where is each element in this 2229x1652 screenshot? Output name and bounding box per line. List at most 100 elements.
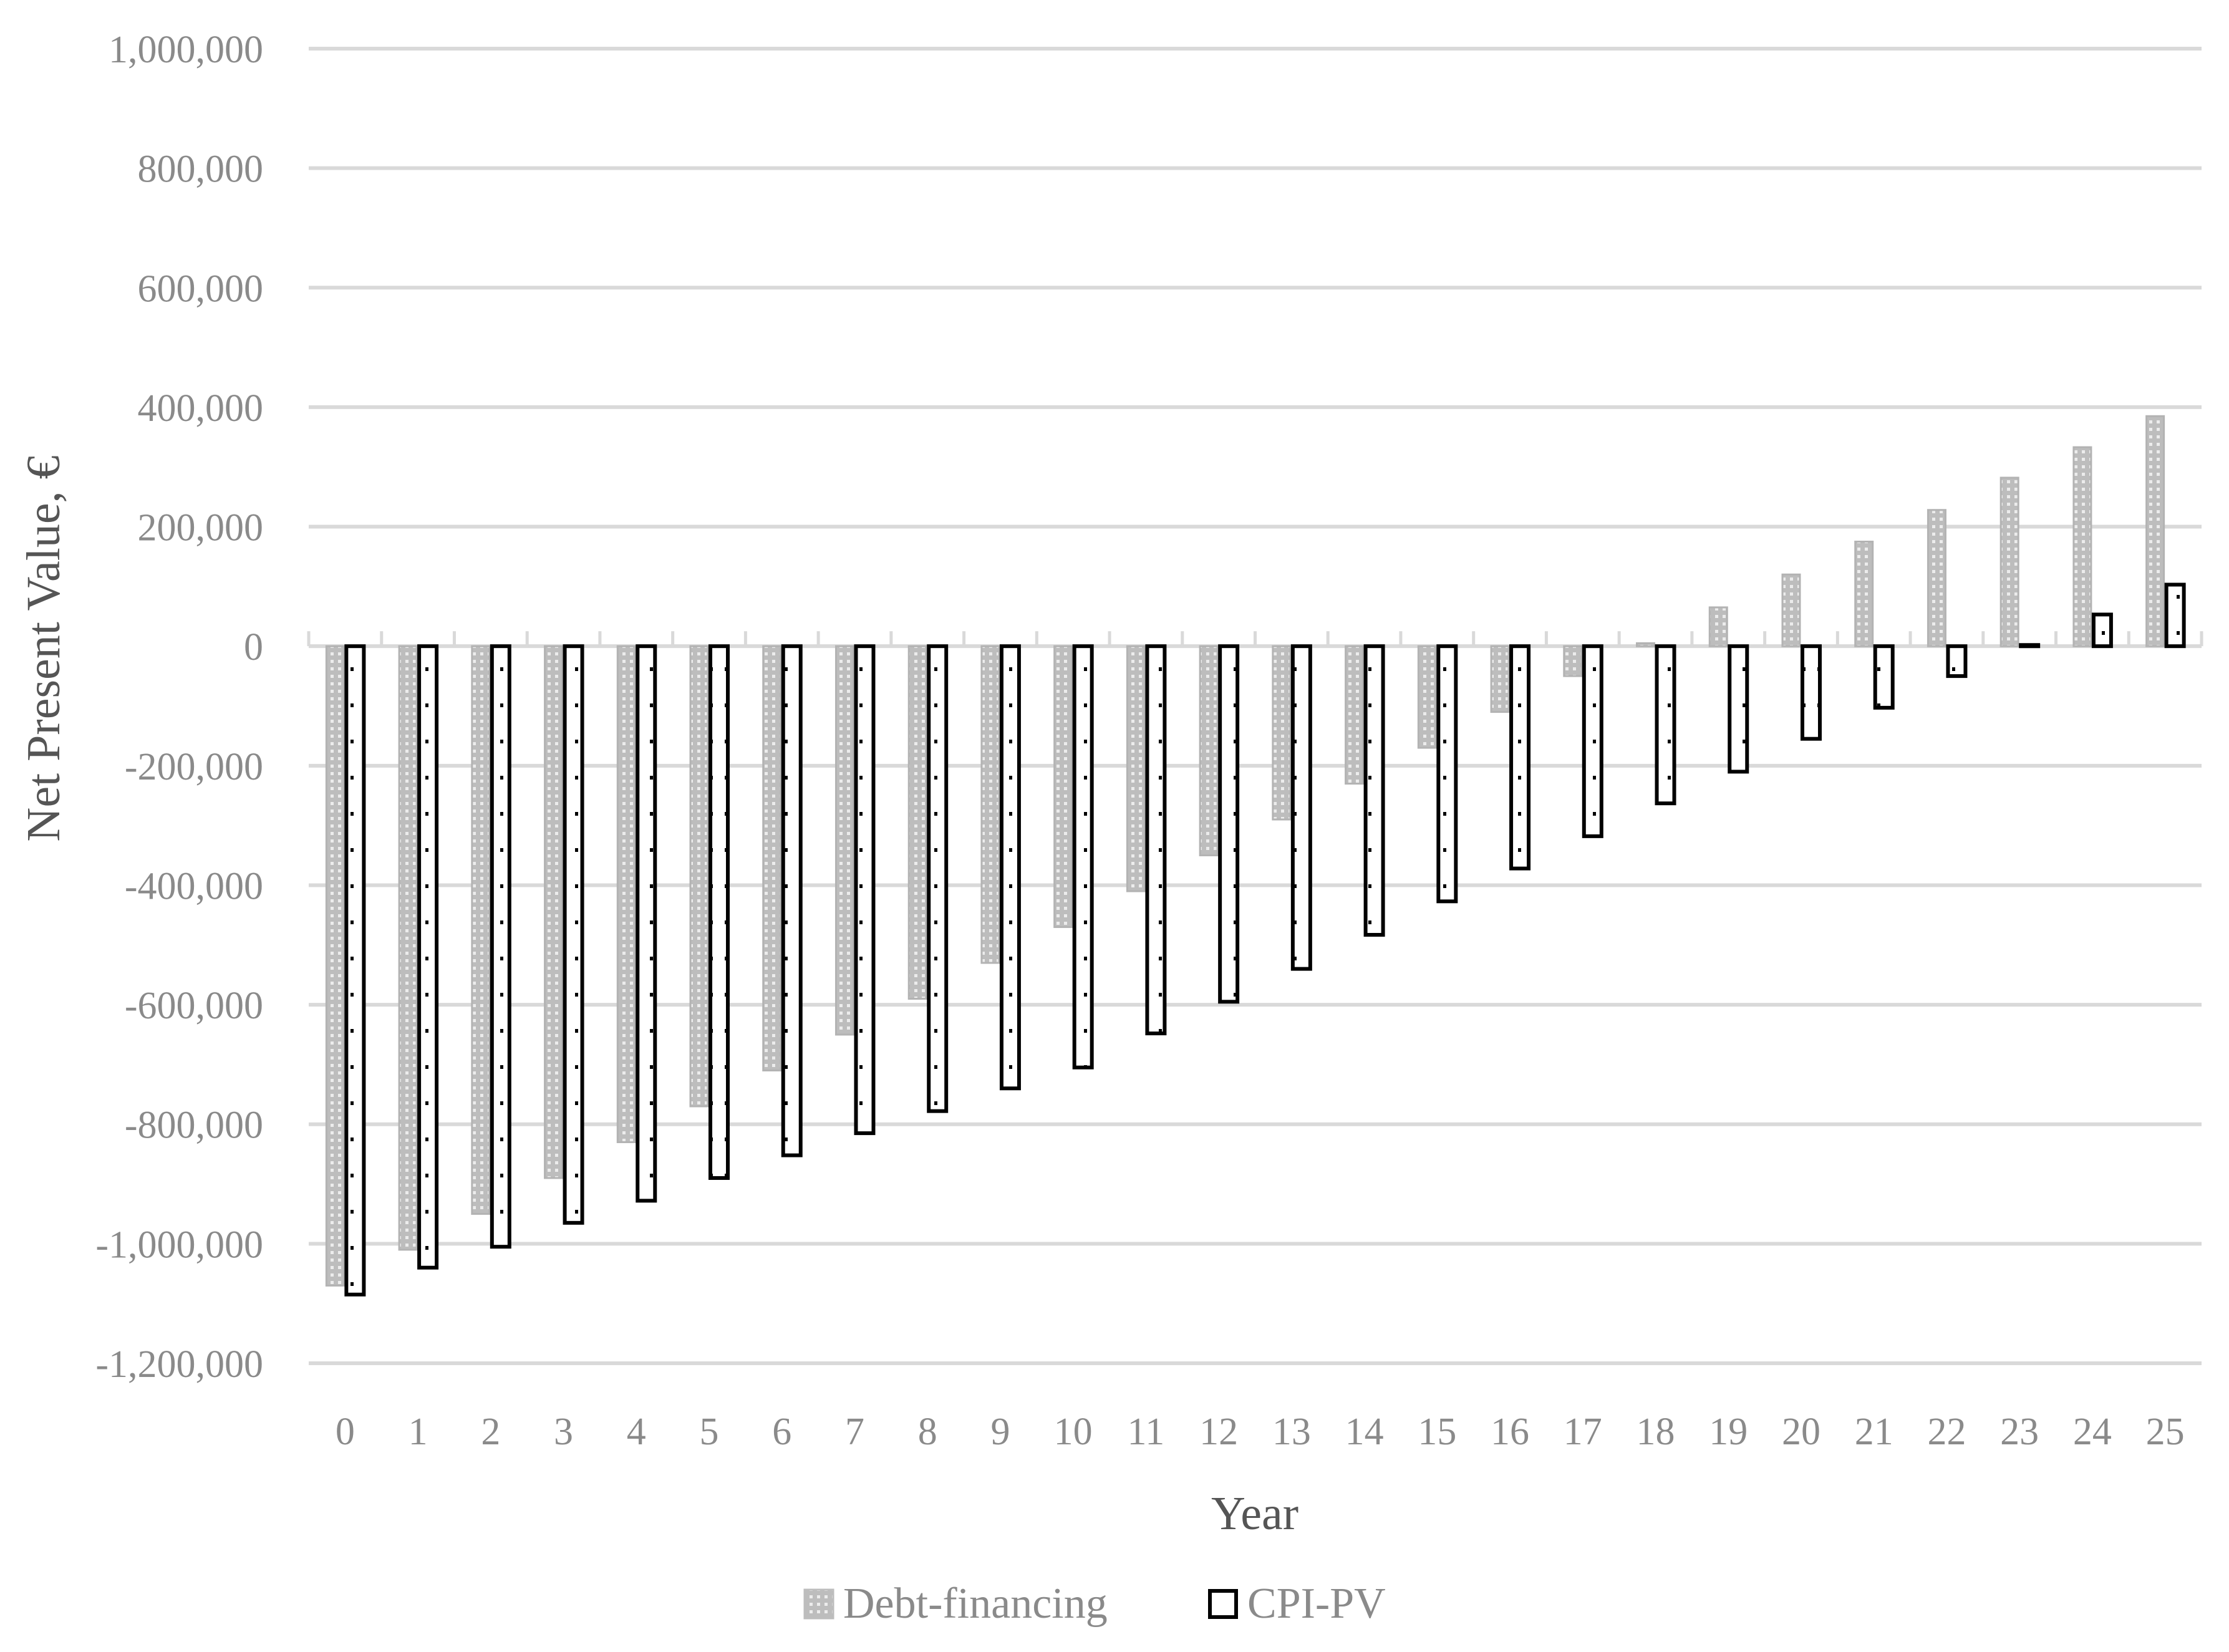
gridlines xyxy=(307,47,2203,1365)
x-tick-label: 2 xyxy=(481,1411,500,1453)
x-tick-label: 25 xyxy=(2146,1411,2185,1453)
bar-debt-financing xyxy=(2145,415,2165,647)
bar-cpi-pv xyxy=(927,644,949,1113)
bar-debt-financing xyxy=(1563,645,1583,677)
bar-cpi-pv xyxy=(1946,644,1968,679)
bar-cpi-pv xyxy=(1873,644,1895,710)
x-axis-title: Year xyxy=(1211,1487,1298,1540)
y-tick-label: 800,000 xyxy=(138,148,264,191)
x-tick-label: 13 xyxy=(1272,1411,1311,1453)
bar-cpi-pv xyxy=(781,644,803,1157)
x-tick-label: 14 xyxy=(1345,1411,1384,1453)
bar-cpi-pv xyxy=(1218,644,1240,1004)
bar-debt-financing xyxy=(1927,509,1946,647)
y-tick-label: -800,000 xyxy=(125,1104,263,1147)
y-tick-label: -600,000 xyxy=(125,985,263,1027)
bar-cpi-pv xyxy=(2091,612,2113,649)
bar-debt-financing xyxy=(1636,642,1656,647)
bar-cpi-pv xyxy=(1072,644,1094,1070)
bar-debt-financing xyxy=(980,645,1000,964)
x-tick-label: 19 xyxy=(1709,1411,1748,1453)
y-tick-label: 1,000,000 xyxy=(109,29,263,71)
bar-cpi-pv xyxy=(1363,644,1385,937)
x-tick-label: 24 xyxy=(2073,1411,2112,1453)
x-tick-label: 4 xyxy=(627,1411,646,1453)
legend: Debt-financing CPI-PV xyxy=(803,1580,1386,1628)
x-tick-label: 5 xyxy=(700,1411,719,1453)
x-tick-label: 10 xyxy=(1054,1411,1093,1453)
bar-debt-financing xyxy=(1708,606,1728,647)
x-tick-label: 0 xyxy=(336,1411,355,1453)
bar-debt-financing xyxy=(1854,541,1874,647)
bar-debt-financing xyxy=(1490,645,1510,713)
bar-cpi-pv xyxy=(708,644,730,1180)
bar-debt-financing xyxy=(834,645,854,1036)
y-tick-label: 600,000 xyxy=(138,268,264,310)
bar-cpi-pv xyxy=(1800,644,1822,741)
x-tick-label: 17 xyxy=(1564,1411,1602,1453)
x-tick-label: 20 xyxy=(1782,1411,1820,1453)
y-tick-label: -1,000,000 xyxy=(95,1224,263,1266)
x-tick-label: 1 xyxy=(409,1411,428,1453)
x-tick-label: 15 xyxy=(1418,1411,1456,1453)
bar-debt-financing xyxy=(1345,645,1365,785)
bar-cpi-pv xyxy=(490,644,511,1249)
x-tick-label: 9 xyxy=(990,1411,1010,1453)
bar-debt-financing xyxy=(1999,476,2019,647)
bar-cpi-pv xyxy=(563,644,584,1225)
bar-debt-financing xyxy=(2072,446,2092,647)
bar-debt-financing xyxy=(1417,645,1437,749)
x-tick-labels: 0 1 2 3 4 5 6 7 8 9 10 11 12 13 14 15 16 17 18 19 20 21 22 23 24… xyxy=(336,1411,2185,1453)
bar-cpi-pv xyxy=(1582,644,1603,838)
legend-swatch-cpi-pv xyxy=(1208,1589,1238,1619)
y-tick-label: 400,000 xyxy=(138,387,264,430)
bar-cpi-pv xyxy=(1145,644,1167,1036)
legend-swatch-debt-financing xyxy=(803,1588,834,1620)
bar-cpi-pv xyxy=(1728,644,1749,774)
y-tick-label: -200,000 xyxy=(125,746,263,788)
x-tick-label: 23 xyxy=(2000,1411,2039,1453)
x-tick-label: 18 xyxy=(1637,1411,1675,1453)
y-axis-title: Net Present Value, € xyxy=(17,455,70,841)
bar-debt-financing xyxy=(616,645,636,1143)
bar-cpi-pv xyxy=(1290,644,1312,971)
bar-debt-financing xyxy=(1199,645,1219,857)
bar-debt-financing xyxy=(1053,645,1073,929)
legend-label-cpi-pv: CPI-PV xyxy=(1247,1580,1386,1628)
bar-debt-financing xyxy=(398,645,418,1251)
x-tick-label: 7 xyxy=(845,1411,864,1453)
bar-cpi-pv xyxy=(636,644,657,1203)
bar-debt-financing xyxy=(1272,645,1292,821)
bar-debt-financing xyxy=(544,645,564,1179)
bar-debt-financing xyxy=(907,645,927,1000)
x-tick-label: 8 xyxy=(918,1411,937,1453)
x-tick-label: 12 xyxy=(1199,1411,1238,1453)
bar-cpi-pv xyxy=(1509,644,1531,871)
x-tick-label: 11 xyxy=(1128,1411,1165,1453)
bar-cpi-pv xyxy=(2164,582,2186,649)
bar-cpi-pv xyxy=(417,644,439,1270)
legend-label-debt-financing: Debt-financing xyxy=(843,1580,1108,1628)
x-tick-label: 16 xyxy=(1491,1411,1529,1453)
y-tick-label: -400,000 xyxy=(125,865,263,907)
bar-debt-financing xyxy=(762,645,782,1071)
bar-cpi-pv xyxy=(854,644,876,1136)
bar-debt-financing xyxy=(325,645,345,1287)
bar-cpi-pv xyxy=(999,644,1021,1091)
bar-debt-financing xyxy=(1126,645,1146,892)
x-tick-label: 6 xyxy=(772,1411,791,1453)
y-tick-label: 0 xyxy=(244,626,263,669)
x-tick-label: 21 xyxy=(1855,1411,1893,1453)
bars xyxy=(325,415,2186,1297)
bar-debt-financing xyxy=(471,645,491,1215)
y-tick-label: -1,200,000 xyxy=(95,1343,263,1386)
y-tick-labels: 1,000,000 800,000 600,000 400,000 200,000 0 -2… xyxy=(95,29,263,1386)
bar-cpi-pv xyxy=(1655,644,1676,806)
x-tick-label: 3 xyxy=(554,1411,573,1453)
x-tick-label: 22 xyxy=(1927,1411,1966,1453)
y-tick-label: 200,000 xyxy=(138,507,264,549)
bar-cpi-pv xyxy=(2019,643,2041,649)
bar-debt-financing xyxy=(689,645,709,1108)
bar-cpi-pv xyxy=(1436,644,1458,904)
